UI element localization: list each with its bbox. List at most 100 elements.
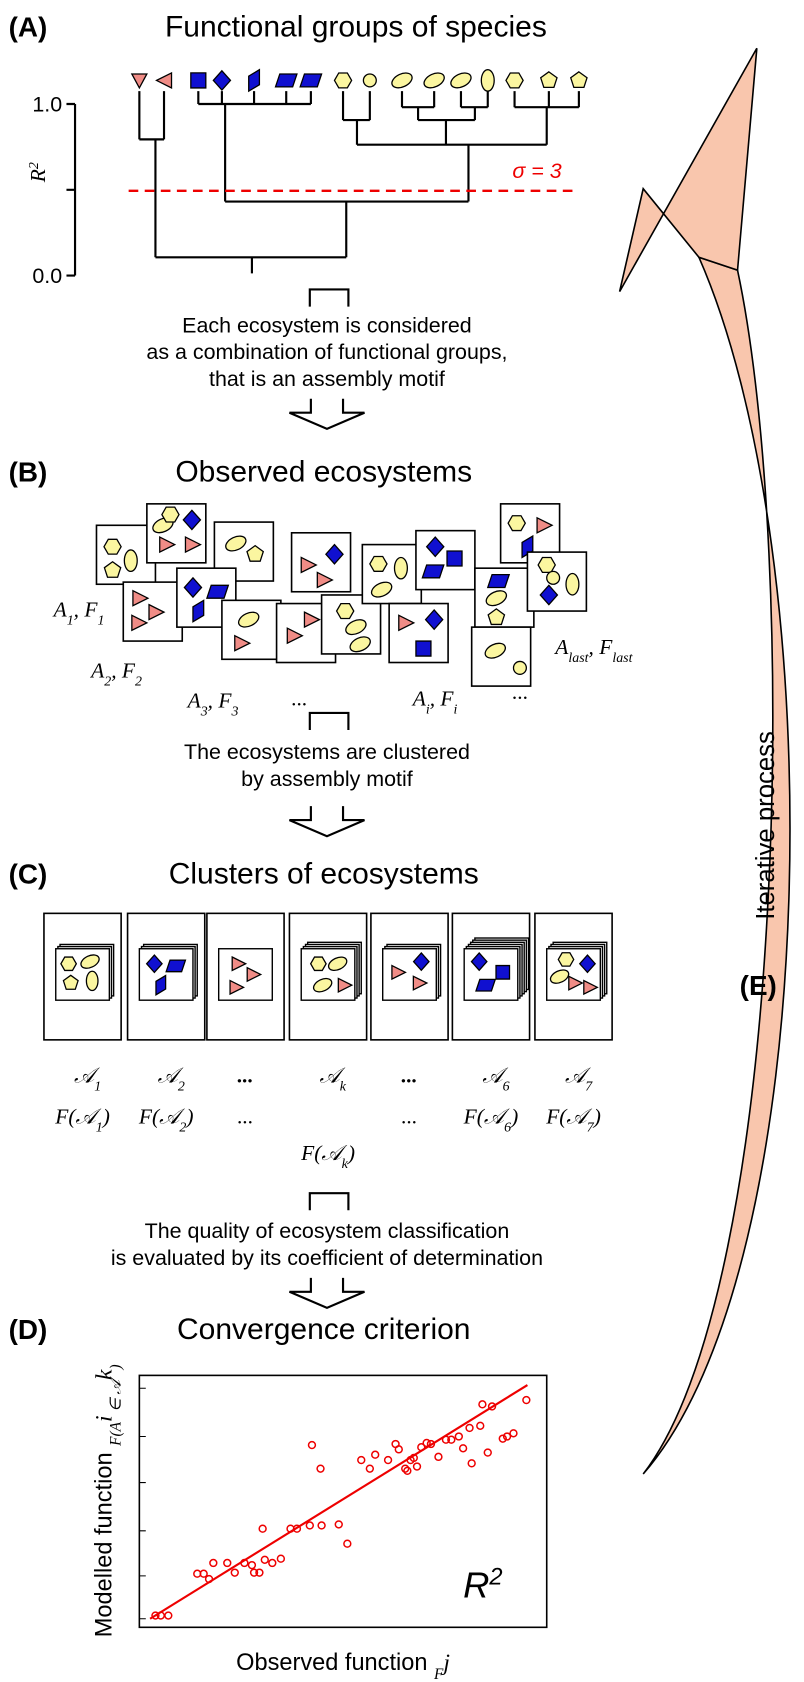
caption: as a combination of functional groups, (146, 340, 507, 364)
scatter-point (247, 1560, 257, 1570)
tri (148, 603, 166, 621)
y-tick-label: 1.0 (32, 93, 62, 117)
scatter-point (441, 1435, 451, 1444)
cluster (370, 912, 449, 1041)
tri (229, 979, 245, 996)
cluster-motif: ... (237, 1064, 253, 1088)
ecosystem-label-part: A (553, 635, 569, 659)
diam (212, 69, 232, 92)
ecosystem-label-part: A (411, 686, 427, 710)
hex (309, 956, 327, 972)
scatter-point (522, 1395, 531, 1405)
circ (512, 660, 527, 675)
cluster-function: F(𝒜1) (54, 1104, 110, 1135)
cluster-motif-part: ... (237, 1064, 253, 1088)
tri (131, 614, 149, 632)
ecosystem-label: A3, F3 (186, 689, 239, 720)
scatter-point (317, 1521, 326, 1530)
cluster-function-part: 7 (587, 1120, 595, 1135)
tri (337, 977, 354, 993)
ell (370, 581, 393, 598)
diam (145, 954, 163, 974)
scatter-point (249, 1568, 259, 1577)
ecosystem-label-part: , F (74, 597, 99, 621)
vpara (192, 599, 205, 623)
ecosystem-label-part: , F (589, 635, 614, 659)
caption: that is an assembly motif (209, 367, 445, 391)
ell (327, 956, 348, 972)
scatter-point (240, 1558, 249, 1568)
cluster-function: ... (401, 1104, 417, 1128)
tri (234, 634, 252, 652)
caption: The ecosystems are clustered (184, 740, 470, 764)
cluster-function-part: ... (401, 1104, 417, 1128)
vpara (248, 68, 261, 93)
x-axis-label-part: Observed function (236, 1649, 434, 1675)
cluster-function-part: 6 (504, 1120, 511, 1135)
scatter-point (454, 1432, 463, 1441)
scatter-point (403, 1466, 412, 1475)
scatter-point (465, 1423, 474, 1433)
cluster (126, 912, 206, 1041)
down-arrow (289, 1277, 365, 1310)
para (206, 584, 230, 599)
scatter-point (230, 1568, 239, 1577)
vell (85, 970, 99, 992)
para (421, 564, 445, 579)
ecosystem (146, 503, 207, 564)
scatter-point (305, 1521, 314, 1530)
scatter-point (434, 1452, 443, 1462)
cluster-function: F(𝒜k) (300, 1141, 355, 1172)
ecosystem-label-part: A (52, 597, 68, 621)
ecosystem (415, 529, 476, 591)
scatter-point (371, 1450, 380, 1459)
ecosystem-card (217, 948, 273, 1001)
caption: Each ecosystem is considered (182, 313, 472, 337)
ecosystem-box (146, 503, 207, 564)
pent (539, 71, 558, 88)
cluster-function-part: ) (346, 1141, 355, 1165)
ecosystem-label-part: 2 (104, 674, 111, 689)
x-axis-label: Observed function Fj (236, 1649, 450, 1682)
down-arrow (289, 398, 365, 430)
diam (182, 509, 202, 531)
cluster-function: F(𝒜7) (545, 1104, 601, 1135)
cluster-motif-part: 2 (178, 1079, 185, 1094)
ecosystem-label-part: 1 (98, 613, 105, 628)
panel-label: (D) (9, 1314, 48, 1345)
tri (391, 964, 407, 981)
ell (312, 977, 333, 993)
ecosystem-label: ... (512, 680, 528, 704)
vell (393, 556, 409, 580)
ecosystem-label: Ai, Fi (411, 686, 458, 717)
hex (505, 72, 524, 89)
scatter-point (502, 1432, 512, 1441)
hex (60, 956, 78, 972)
ecosystem-card (300, 948, 356, 1001)
vell (480, 69, 495, 92)
y-axis-label-part: R (26, 169, 50, 183)
ecosystem-box (221, 599, 282, 661)
cluster-motif: 𝒜k (319, 1064, 346, 1095)
scatter-point (467, 1459, 476, 1468)
ecosystem-label-part: 2 (135, 674, 142, 689)
panel-label: (C) (9, 858, 48, 889)
ecosystem (221, 599, 282, 661)
scatter-point (276, 1554, 286, 1563)
ell (349, 636, 371, 653)
diam (425, 536, 445, 558)
tridn (130, 73, 148, 90)
hex (537, 556, 557, 574)
panel-title: Functional groups of species (165, 10, 547, 43)
caption: by assembly motif (241, 767, 413, 791)
scatter-point (268, 1558, 277, 1568)
scatter-point (383, 1455, 393, 1465)
hex (557, 952, 575, 967)
tri (231, 955, 248, 972)
hex (333, 72, 353, 89)
tri (316, 571, 334, 589)
ecosystem-card (138, 948, 194, 1001)
diam (470, 951, 488, 972)
statistic-label-part: 2 (488, 1564, 502, 1590)
cluster-motif-part: 1 (94, 1079, 101, 1094)
